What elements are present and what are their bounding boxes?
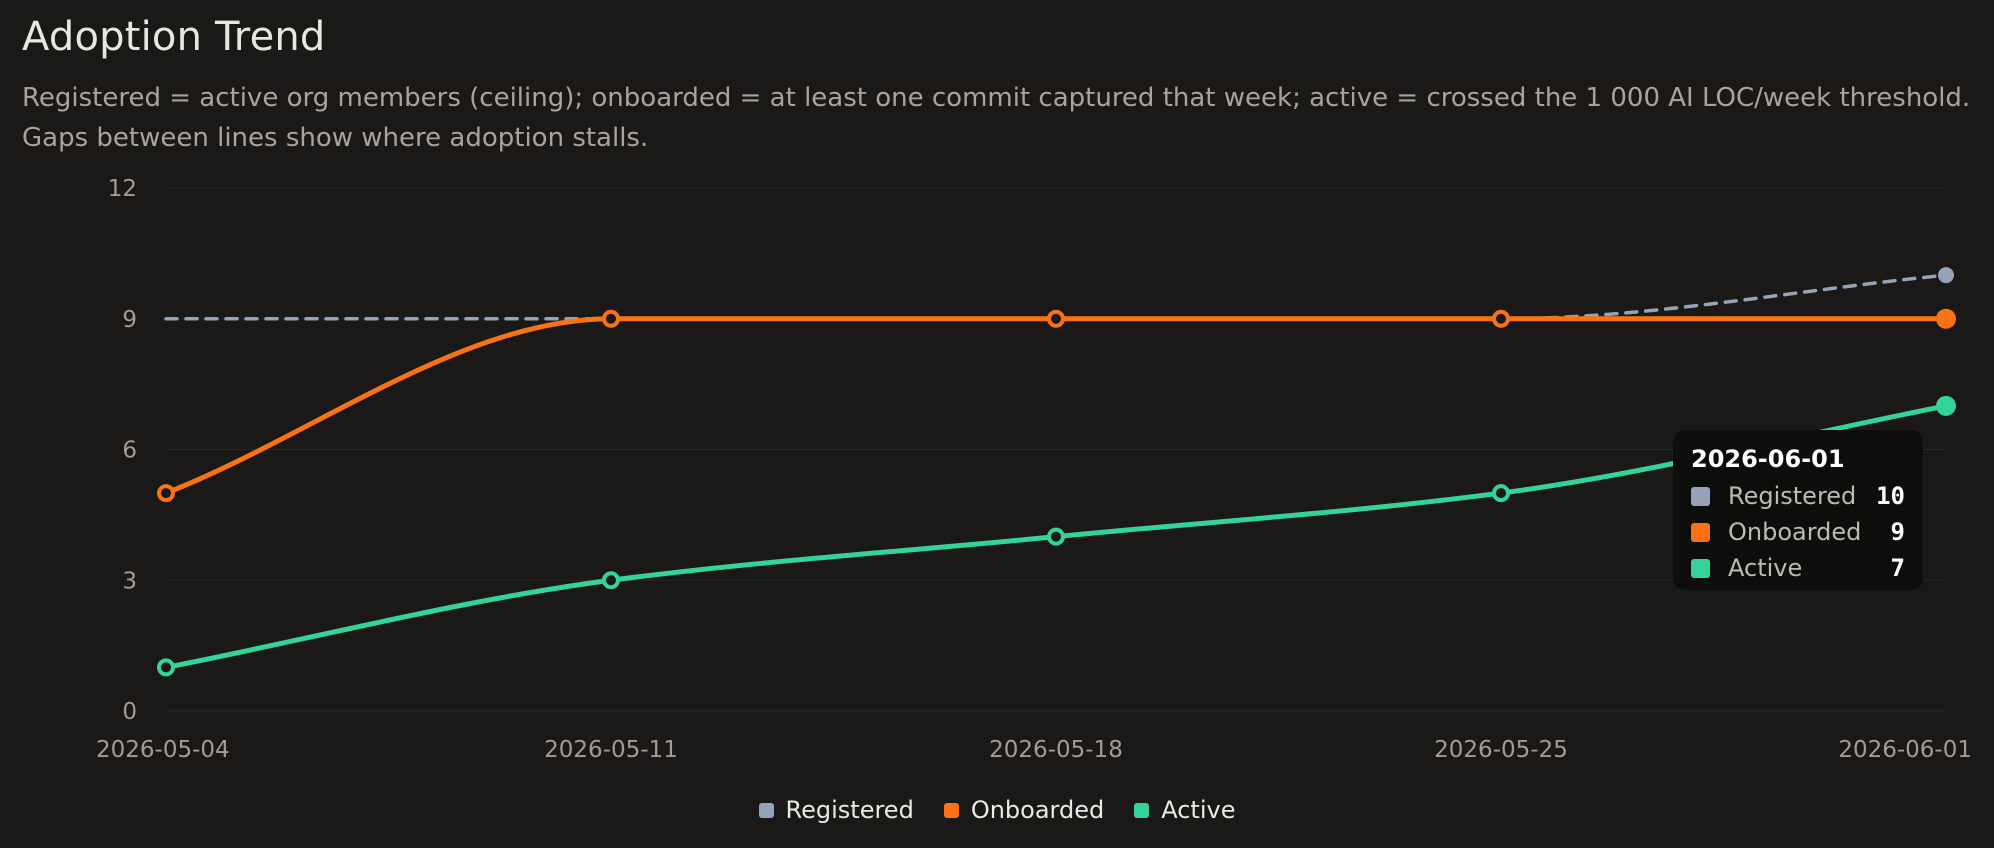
legend-swatch-active bbox=[1134, 802, 1150, 818]
point-onboarded-1 bbox=[602, 309, 620, 328]
point-active-2 bbox=[1047, 527, 1065, 546]
x-tick-label-2026-05-18: 2026-05-18 bbox=[989, 737, 1123, 763]
legend-swatch-registered bbox=[758, 802, 774, 818]
legend-label-active: Active bbox=[1161, 796, 1236, 824]
tooltip-label-onboarded: Onboarded bbox=[1728, 518, 1862, 546]
tooltip-swatch-registered bbox=[1691, 486, 1710, 506]
tooltip-value-active: 7 bbox=[1890, 554, 1905, 582]
tooltip-row-onboarded: Onboarded 9 bbox=[1691, 514, 1905, 550]
point-active-0 bbox=[157, 658, 175, 677]
y-axis: 0 3 6 9 12 bbox=[108, 176, 137, 725]
point-onboarded-4 bbox=[1936, 308, 1956, 329]
point-active-3 bbox=[1492, 484, 1510, 503]
tooltip-swatch-onboarded bbox=[1691, 522, 1710, 542]
y-tick-label-0: 0 bbox=[122, 699, 137, 725]
point-onboarded-0 bbox=[157, 484, 175, 503]
tooltip-date: 2026-06-01 bbox=[1691, 445, 1845, 473]
chart-subtitle: Registered = active org members (ceiling… bbox=[22, 83, 1971, 153]
legend-item-onboarded[interactable]: Onboarded bbox=[943, 796, 1105, 824]
x-axis: 2026-05-04 2026-05-11 2026-05-18 2026-05-25… bbox=[96, 737, 1972, 763]
point-active-4 bbox=[1936, 395, 1956, 416]
x-tick-label-2026-05-25: 2026-05-25 bbox=[1434, 737, 1568, 763]
tooltip-row-active: Active 7 bbox=[1691, 550, 1905, 586]
x-tick-label-2026-05-04: 2026-05-04 bbox=[96, 737, 230, 763]
y-tick-label-9: 9 bbox=[122, 307, 137, 333]
tooltip-row-registered: Registered 10 bbox=[1691, 478, 1905, 514]
tooltip-swatch-active bbox=[1691, 558, 1710, 578]
tooltip-label-registered: Registered bbox=[1728, 482, 1857, 510]
legend-label-registered: Registered bbox=[785, 796, 914, 824]
chart-tooltip: 2026-06-01 Registered 10 Onboarded 9 Act… bbox=[1673, 430, 1923, 590]
tooltip-value-registered: 10 bbox=[1876, 482, 1905, 510]
y-tick-label-3: 3 bbox=[122, 568, 137, 594]
x-tick-label-2026-06-01: 2026-06-01 bbox=[1838, 737, 1972, 763]
data-points bbox=[157, 267, 1956, 677]
y-tick-label-6: 6 bbox=[122, 438, 137, 464]
point-onboarded-2 bbox=[1047, 309, 1065, 328]
x-tick-label-2026-05-11: 2026-05-11 bbox=[544, 737, 678, 763]
legend-label-onboarded: Onboarded bbox=[970, 796, 1105, 824]
tooltip-value-onboarded: 9 bbox=[1890, 518, 1905, 546]
y-tick-label-12: 12 bbox=[108, 176, 137, 202]
point-onboarded-3 bbox=[1492, 309, 1510, 328]
point-active-1 bbox=[602, 571, 620, 590]
chart-title: Adoption Trend bbox=[22, 14, 326, 60]
legend-item-active[interactable]: Active bbox=[1134, 796, 1235, 824]
legend-swatch-onboarded bbox=[943, 802, 959, 818]
point-registered-4 bbox=[1938, 267, 1954, 284]
tooltip-label-active: Active bbox=[1728, 554, 1803, 582]
chart-legend: Registered Onboarded Active bbox=[0, 796, 1994, 824]
legend-item-registered[interactable]: Registered bbox=[758, 796, 914, 824]
